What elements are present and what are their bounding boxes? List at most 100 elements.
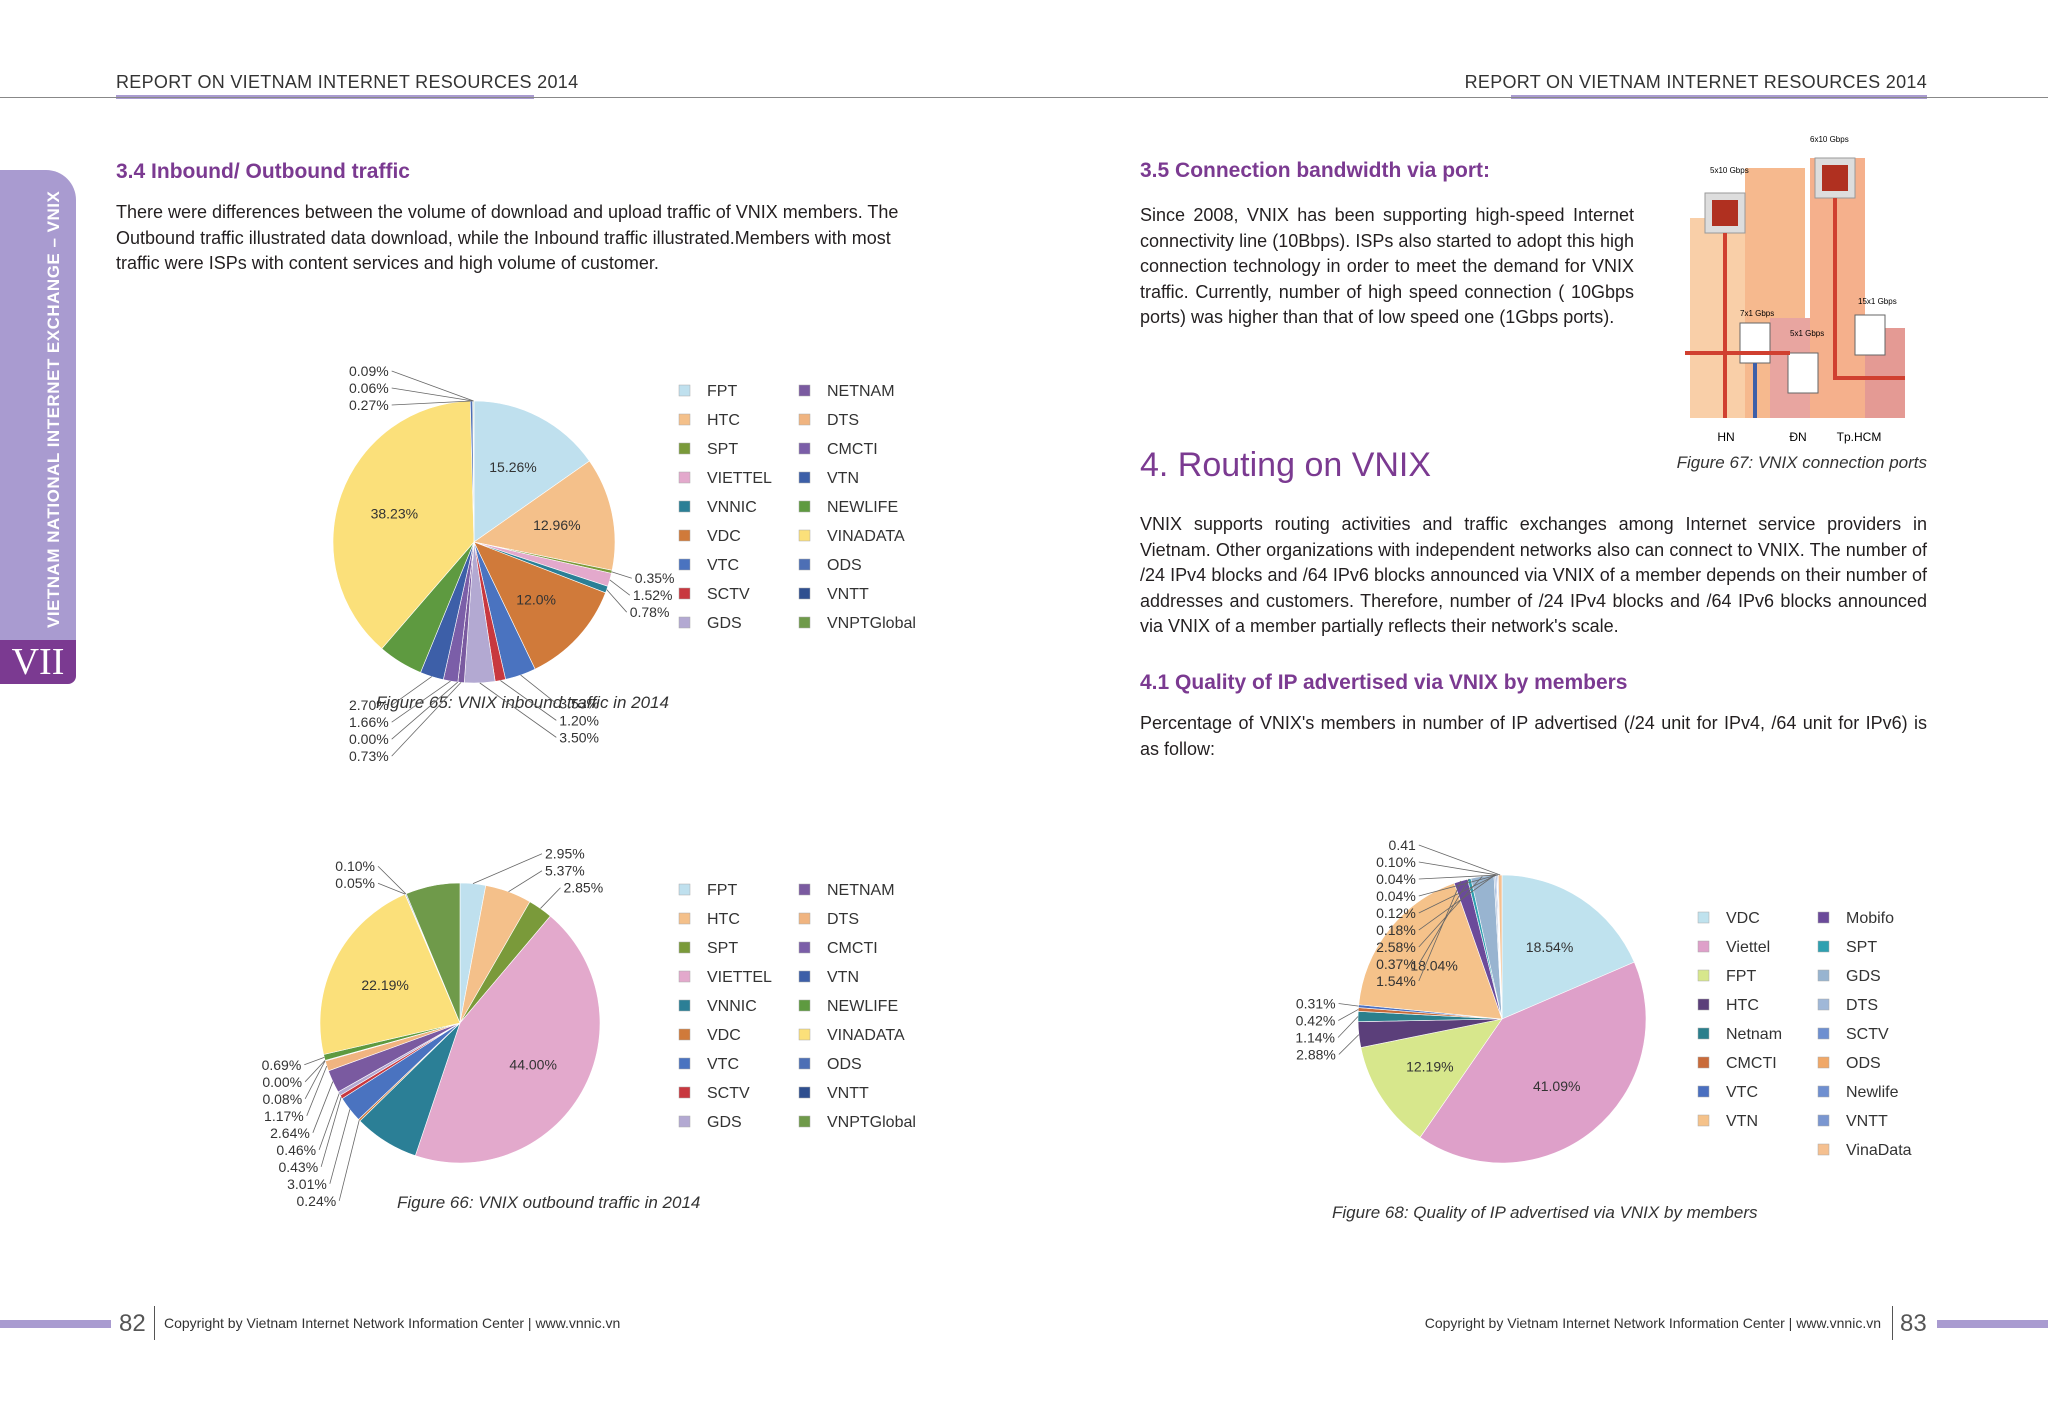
data-label: 0.46%: [276, 1142, 316, 1158]
legend-label: DTS: [827, 412, 859, 429]
legend-swatch: [678, 384, 691, 397]
legend-swatch: [798, 970, 811, 983]
leader-line: [1338, 1003, 1359, 1007]
legend-swatch: [678, 941, 691, 954]
legend-swatch: [678, 413, 691, 426]
legend-swatch: [798, 500, 811, 513]
leader-line: [606, 589, 628, 613]
leader-line: [479, 682, 557, 738]
chapter-number: VII: [0, 640, 76, 684]
legend-label: VINADATA: [827, 528, 905, 545]
leader-line: [391, 676, 433, 706]
footer-bar: [0, 1320, 111, 1328]
legend-label: VTN: [1726, 1113, 1758, 1130]
data-label: 0.41: [1389, 837, 1416, 853]
leader-line: [1418, 874, 1495, 931]
legend-label: ODS: [1846, 1055, 1881, 1072]
legend-label: VDC: [707, 528, 741, 545]
leader-line: [1338, 1034, 1360, 1055]
data-label: 44.00%: [509, 1056, 556, 1072]
legend-label: VIETTEL: [707, 470, 772, 487]
data-label: 12.0%: [516, 591, 556, 607]
pie-slice: [1360, 1018, 1503, 1138]
legend-swatch: [1817, 1056, 1830, 1069]
leader-line: [1418, 874, 1497, 914]
link: [1685, 198, 1905, 418]
data-label: 0.08%: [262, 1091, 302, 1107]
legend-label: VNNIC: [707, 998, 757, 1015]
legend-label: NETNAM: [827, 882, 895, 899]
port-label: 5x1 Gbps: [1790, 329, 1824, 338]
data-label: 1.66%: [349, 714, 389, 730]
legend-label: VTN: [827, 470, 859, 487]
legend-swatch: [678, 500, 691, 513]
leader-line: [377, 882, 406, 895]
data-label: 0.78%: [630, 604, 670, 620]
leader-line: [609, 579, 631, 596]
legend-swatch: [798, 558, 811, 571]
legend-swatch: [678, 616, 691, 629]
data-label: 0.43%: [278, 1159, 318, 1175]
city-label: ĐN: [1789, 430, 1806, 444]
legend-label: VNTT: [827, 586, 869, 603]
legend-label: CMCTI: [1726, 1055, 1777, 1072]
data-label: 0.24%: [297, 1193, 337, 1209]
port: [1854, 314, 1886, 356]
legend-swatch: [798, 912, 811, 925]
data-label: 18.54%: [1526, 939, 1573, 955]
legend-label: ODS: [827, 1056, 862, 1073]
pie-slice: [1419, 961, 1647, 1164]
pie-slice: [414, 915, 601, 1164]
leader-line: [318, 1093, 340, 1150]
legend-swatch: [1817, 940, 1830, 953]
legend-label: DTS: [1846, 997, 1878, 1014]
legend-swatch: [678, 999, 691, 1012]
legend-swatch: [798, 384, 811, 397]
data-label: 0.04%: [1376, 871, 1416, 887]
legend-label: FPT: [707, 383, 737, 400]
legend-swatch: [798, 1086, 811, 1099]
data-label: 0.35%: [635, 570, 675, 586]
legend-swatch: [798, 616, 811, 629]
pie-slice: [473, 460, 616, 571]
legend-label: VINADATA: [827, 1027, 905, 1044]
data-label: 0.10%: [335, 858, 375, 874]
legend-label: CMCTI: [827, 940, 878, 957]
leader-line: [377, 865, 407, 895]
figure-caption: Figure 65: VNIX inbound traffic in 2014: [376, 693, 669, 712]
paragraph: VNIX supports routing activities and tra…: [1140, 514, 1927, 636]
leader-line: [500, 680, 557, 721]
legend-swatch: [798, 442, 811, 455]
section-heading: 4.1 Quality of IP advertised via VNIX by…: [1140, 671, 1628, 694]
leader-line: [391, 680, 451, 723]
city-label: Tp.HCM: [1837, 430, 1882, 444]
legend-label: VDC: [707, 1027, 741, 1044]
legend-swatch: [1817, 911, 1830, 924]
legend-swatch: [678, 529, 691, 542]
legend-swatch: [1817, 998, 1830, 1011]
legend-label: Mobifo: [1846, 910, 1894, 927]
page-number: 83: [1900, 1310, 1927, 1337]
hcm-block: [1810, 158, 1865, 418]
data-label: 41.09%: [1533, 1078, 1580, 1094]
legend-swatch: [678, 912, 691, 925]
leader-line: [391, 681, 459, 740]
leader-line: [1338, 1009, 1359, 1021]
legend-label: GDS: [707, 1114, 742, 1131]
legend-swatch: [798, 587, 811, 600]
legend-label: SPT: [1846, 939, 1877, 956]
data-label: 0.27%: [349, 397, 389, 413]
data-label: 1.14%: [1295, 1029, 1335, 1045]
legend-swatch: [1697, 1114, 1710, 1127]
legend-label: Viettel: [1726, 939, 1770, 956]
legend-swatch: [1817, 969, 1830, 982]
data-label: 15.26%: [489, 459, 536, 475]
legend-swatch: [678, 442, 691, 455]
header-right: REPORT ON VIETNAM INTERNET RESOURCES 201…: [1464, 72, 1927, 92]
data-label: 12.19%: [1406, 1059, 1453, 1075]
leader-line: [520, 674, 557, 704]
leader-line: [472, 853, 543, 884]
sidebar: [0, 170, 76, 640]
legend-label: GDS: [707, 615, 742, 632]
leader-line: [1418, 876, 1483, 948]
